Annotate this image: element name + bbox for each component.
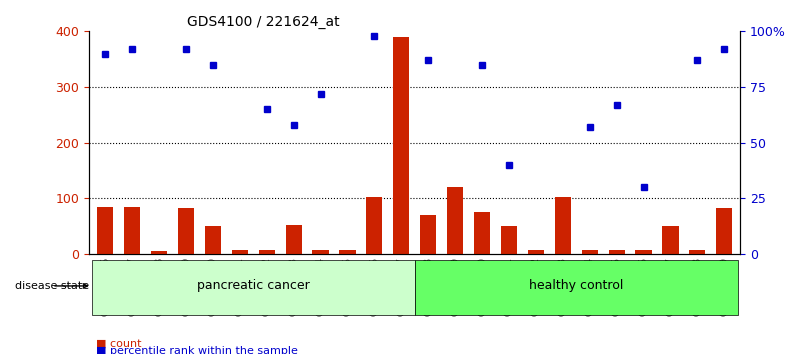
- Text: pancreatic cancer: pancreatic cancer: [197, 279, 310, 292]
- Bar: [366, 197, 382, 254]
- Bar: [635, 250, 651, 254]
- Bar: [447, 187, 463, 254]
- Bar: [124, 207, 140, 254]
- Bar: [716, 209, 732, 254]
- FancyBboxPatch shape: [92, 261, 415, 315]
- Bar: [205, 226, 221, 254]
- Bar: [582, 250, 598, 254]
- Bar: [312, 250, 328, 254]
- Text: healthy control: healthy control: [529, 279, 623, 292]
- Bar: [528, 250, 544, 254]
- Bar: [474, 212, 490, 254]
- Bar: [690, 250, 706, 254]
- Bar: [259, 250, 275, 254]
- Bar: [178, 209, 194, 254]
- Text: ■ count: ■ count: [96, 339, 142, 349]
- Bar: [662, 226, 678, 254]
- Bar: [151, 251, 167, 254]
- Bar: [609, 250, 625, 254]
- Text: disease state: disease state: [15, 281, 89, 291]
- Bar: [97, 207, 114, 254]
- Bar: [421, 215, 437, 254]
- Text: ■ percentile rank within the sample: ■ percentile rank within the sample: [96, 346, 298, 354]
- Bar: [555, 197, 571, 254]
- Bar: [231, 250, 248, 254]
- Bar: [286, 225, 302, 254]
- Bar: [501, 226, 517, 254]
- FancyBboxPatch shape: [415, 261, 738, 315]
- Bar: [340, 250, 356, 254]
- Text: GDS4100 / 221624_at: GDS4100 / 221624_at: [187, 15, 340, 29]
- Bar: [393, 37, 409, 254]
